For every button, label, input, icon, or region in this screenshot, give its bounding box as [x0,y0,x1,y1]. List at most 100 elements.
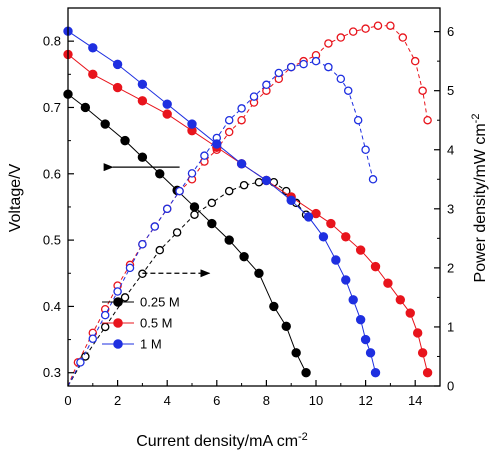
x-tick-label: 8 [263,393,270,408]
power-density-point [239,180,249,190]
power-density-point [113,287,122,296]
voltage-point [303,212,314,222]
voltage-point [137,96,148,106]
power-density-point [125,263,135,273]
voltage-point [187,119,197,129]
x-tick-label: 10 [309,393,323,408]
legend-label: 0.25 M [140,295,180,310]
voltage-point [360,334,371,345]
power-density-point [398,33,408,42]
x-axis-title: Current density/mA cm-2 [136,431,308,450]
voltage-point [318,232,329,242]
legend-marker [113,297,123,307]
voltage-point [212,139,222,149]
x-tick-label: 4 [164,393,171,408]
legend-marker [113,339,123,349]
voltage-point [137,79,148,89]
annotations [103,163,211,278]
power-density-point [262,80,271,90]
y-left-tick-label: 0.3 [43,365,61,380]
power-density-point [336,33,346,42]
power-density-point [138,239,147,249]
voltage-point [286,195,296,206]
power-density-point [324,62,333,72]
power-density-point [324,39,333,48]
power-density-point [274,68,284,78]
voltage-point [236,159,247,169]
y-left-axis-title: Voltage/V [7,163,24,232]
voltage-point [189,202,200,212]
voltage-point [383,278,393,288]
power-density-point [172,228,182,237]
y-left-tick-label: 0.8 [43,34,61,49]
power-density-point [120,293,130,302]
voltage-line [67,93,307,373]
power-density-point [150,222,160,231]
legend-label: 1 M [140,337,162,352]
voltage-point [269,301,279,312]
series-1-m [63,26,381,387]
voltage-point [348,295,358,305]
series-layer [63,21,433,387]
power-density-point [286,62,296,72]
voltage-point [80,102,91,113]
voltage-point [100,119,110,129]
voltage-point [239,251,249,262]
power-density-point [418,86,427,95]
power-density-point [76,358,85,367]
voltage-point [224,235,234,245]
voltage-point [254,268,264,278]
power-density-point [88,334,98,343]
y-right-axis-title-superscript: -2 [470,114,482,124]
y-right-tick-label: 0 [447,379,454,394]
x-tick-label: 0 [64,393,71,408]
power-density-point [200,151,209,160]
voltage-point [365,348,376,358]
power-density-point [207,198,217,208]
power-density-point [336,74,346,84]
x-tick-label: 6 [213,393,220,408]
voltage-point [412,328,423,338]
x-axis-title-superscript: -2 [298,431,308,443]
legend: 0.25 M 0.5 M 1 M [102,295,180,352]
power-density-point [187,169,197,178]
voltage-point [112,82,123,93]
voltage-point [162,109,172,119]
y-right-tick-label: 1 [447,319,454,334]
voltage-point [291,348,301,358]
y-right-tick-label: 3 [447,201,454,216]
power-density-point [254,177,264,187]
voltage-point [422,368,433,378]
series-0-25-m [63,89,311,387]
voltage-point [301,368,311,378]
power-density-point [386,21,395,30]
power-density-point [353,115,363,125]
power-density-point [343,86,353,95]
voltage-point [355,314,366,325]
legend-label: 0.5 M [140,316,173,331]
voltage-point [370,261,381,272]
voltage-point [395,295,406,305]
power-density-point [175,186,184,196]
voltage-point [88,43,98,53]
voltage-point [355,245,366,255]
x-tick-label: 12 [358,393,372,408]
power-density-point [190,210,199,219]
power-density-point [311,56,321,66]
power-density-point [361,24,370,33]
power-density-point [224,115,234,125]
voltage-point [162,99,172,109]
voltage-point [341,232,351,242]
power-density-point [224,127,234,137]
power-density-point [162,204,172,214]
power-density-point [299,59,308,69]
power-density-point [237,104,246,113]
voltage-point [417,348,428,358]
legend-marker [113,318,123,328]
x-tick-label: 2 [114,393,121,408]
voltage-point [88,69,98,80]
series-0-5-m [63,21,433,387]
power-density-point [423,115,432,125]
voltage-point [137,152,148,162]
